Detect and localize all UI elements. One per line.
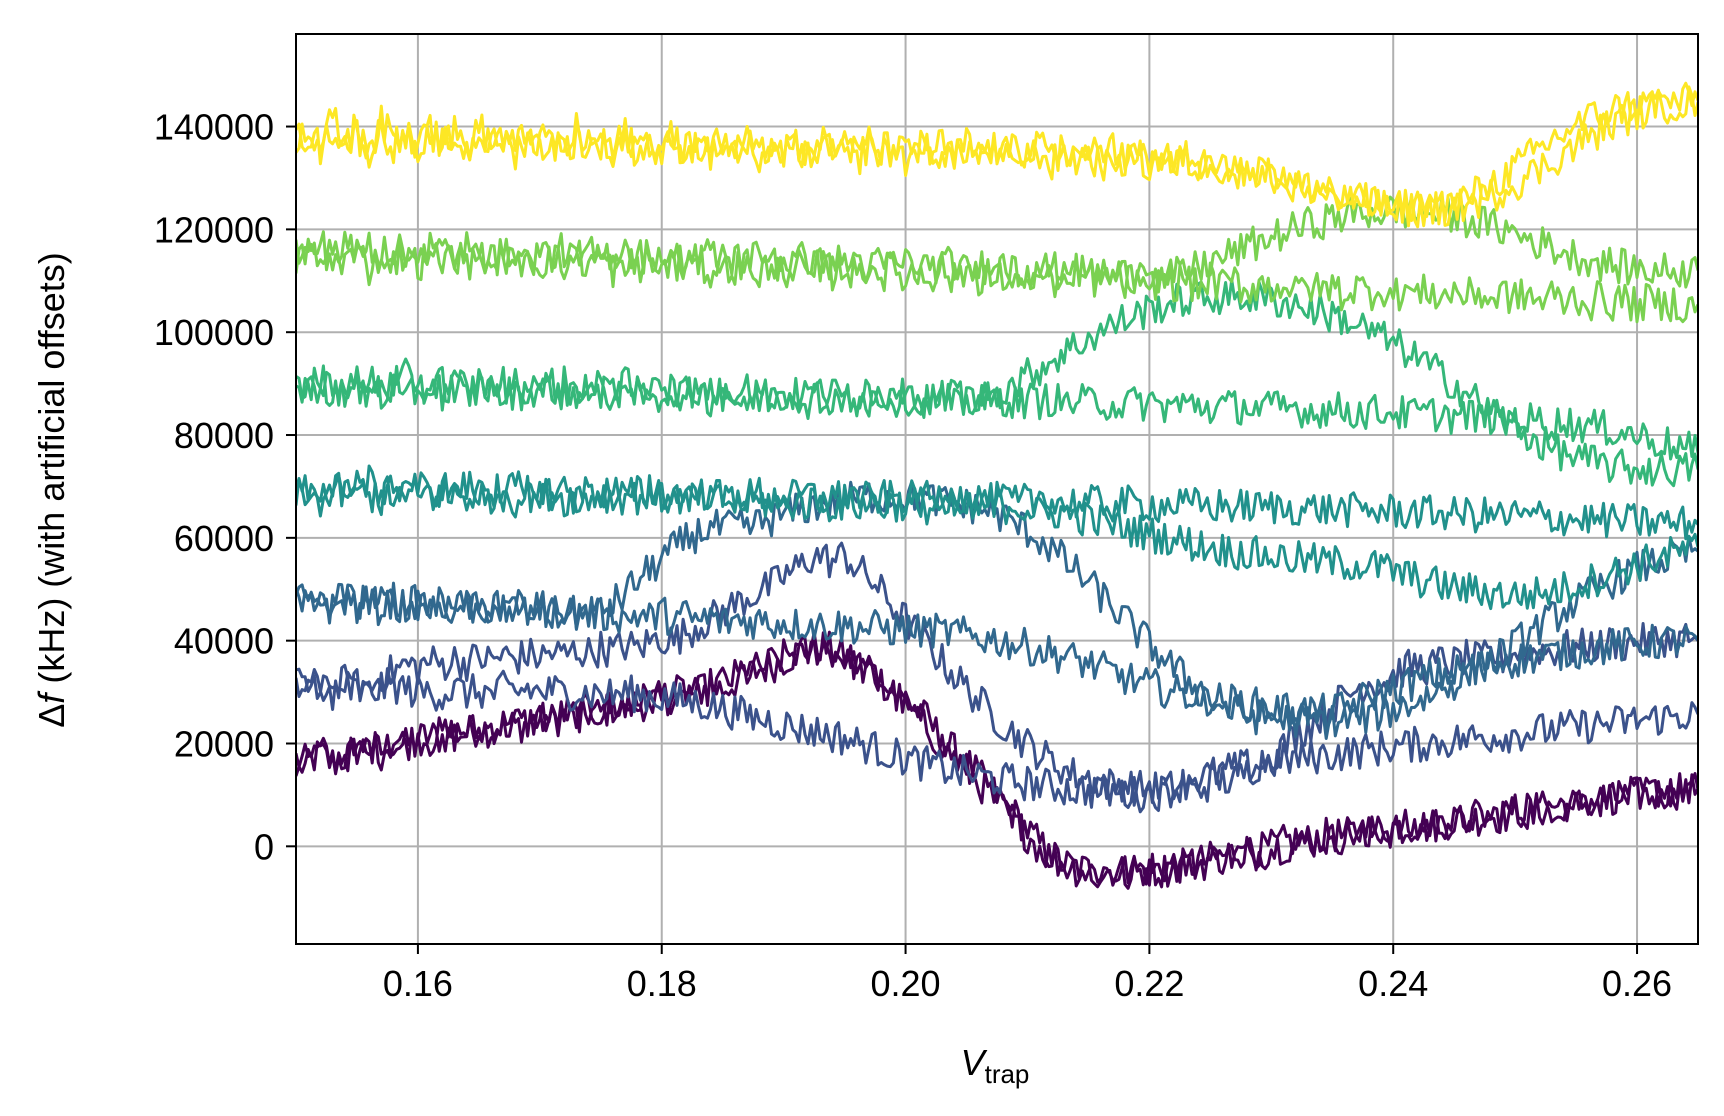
series-line-8 (296, 464, 1698, 541)
series-line-14 (296, 81, 1698, 229)
y-tick-label: 120000 (154, 209, 274, 250)
x-tick-label: 0.20 (871, 963, 941, 1004)
series-line-6 (296, 480, 1698, 740)
y-tick-label: 60000 (174, 518, 274, 559)
y-tick-label: 40000 (174, 621, 274, 662)
x-tick-label: 0.18 (627, 963, 697, 1004)
y-tick-label: 100000 (154, 312, 274, 353)
x-axis-label-subscript: trap (985, 1059, 1030, 1089)
y-axis-label-delta: Δ (31, 704, 72, 728)
series-line-10 (296, 278, 1698, 488)
ticks: 0.16 0.18 0.20 0.22 0.24 0.26 0 20000 40000 60000… (154, 107, 1672, 1004)
y-tick-label: 140000 (154, 107, 274, 148)
series-line-4 (296, 667, 1698, 814)
y-tick-label: 0 (254, 826, 274, 867)
x-tick-label: 0.26 (1602, 963, 1672, 1004)
series-line-9 (296, 364, 1698, 461)
x-tick-label: 0.24 (1358, 963, 1428, 1004)
x-tick-label: 0.16 (383, 963, 453, 1004)
series-group (296, 81, 1698, 890)
plot-area-frame (295, 33, 1699, 945)
y-tick-label: 20000 (174, 723, 274, 764)
series-line-13 (296, 85, 1698, 228)
y-tick-label: 80000 (174, 415, 274, 456)
y-axis-label-rest: (kHz) (with artificial offsets) (31, 252, 72, 693)
x-axis-label-main: V (961, 1042, 988, 1083)
y-axis-label: Δf (kHz) (with artificial offsets) (31, 252, 72, 727)
x-axis-label: Vtrap (961, 1042, 1030, 1089)
x-tick-label: 0.22 (1114, 963, 1184, 1004)
